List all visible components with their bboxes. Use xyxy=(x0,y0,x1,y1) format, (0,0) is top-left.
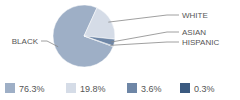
legend-label: 19.8% xyxy=(80,84,106,94)
slice-labels: BLACK WHITE ASIANHISPANIC xyxy=(12,11,220,47)
legend-swatch xyxy=(66,83,76,93)
pie-slice xyxy=(84,36,113,47)
slice-label: WHITE xyxy=(182,11,208,20)
legend-swatch xyxy=(5,83,15,93)
pie-slice xyxy=(84,36,115,46)
slice-label: BLACK xyxy=(12,37,39,46)
legend-swatch xyxy=(180,83,190,93)
slice-label: HISPANIC xyxy=(182,38,219,47)
chart: BLACK WHITE ASIANHISPANIC 76.3% 19.8% 3.6% 0.3… xyxy=(0,0,240,100)
legend: 76.3% 19.8% 3.6% 0.3% xyxy=(5,83,215,94)
legend-label: 3.6% xyxy=(141,84,162,94)
legend-label: 0.3% xyxy=(194,84,215,94)
leader-line xyxy=(110,42,179,45)
leader-line xyxy=(111,32,179,42)
slice-label: ASIAN xyxy=(182,28,206,37)
legend-label: 76.3% xyxy=(19,84,45,94)
pie-slice xyxy=(84,8,115,39)
pie xyxy=(53,5,115,67)
legend-swatch xyxy=(127,83,137,93)
leader-line xyxy=(41,41,58,47)
leader-line xyxy=(108,15,179,22)
